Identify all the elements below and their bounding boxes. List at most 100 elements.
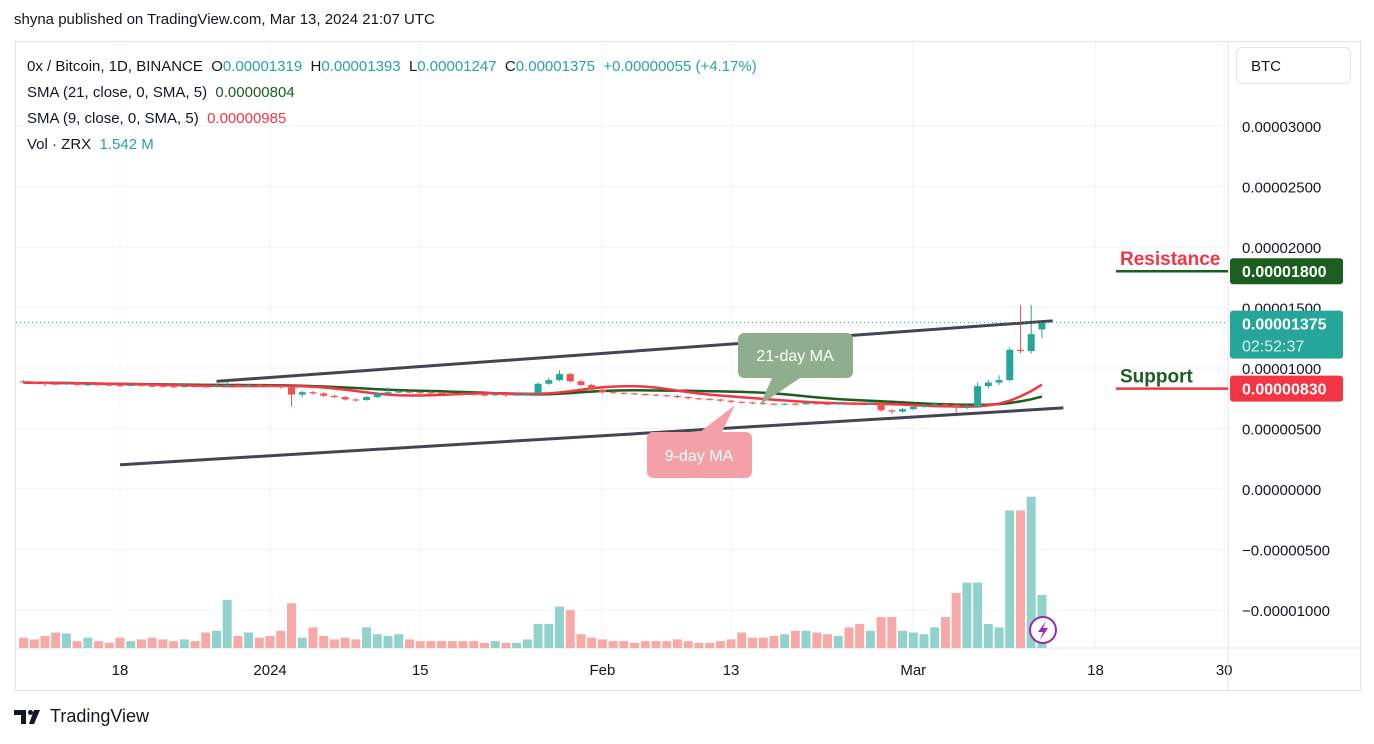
volume-bar	[790, 630, 800, 648]
level-label-resistance: Resistance	[1120, 249, 1220, 270]
volume-bar	[383, 635, 393, 648]
x-tick-label: 18	[112, 662, 129, 679]
candle-down	[405, 391, 413, 393]
publisher-line: shyna published on TradingView.com, Mar …	[14, 11, 435, 28]
candle-down	[952, 404, 960, 407]
volume-bar	[608, 641, 618, 648]
volume-bar	[512, 642, 522, 648]
candle-down	[727, 400, 735, 402]
candle-down	[288, 387, 296, 395]
volume-bar	[201, 632, 211, 648]
candle-down	[609, 392, 617, 394]
candle-down	[416, 392, 424, 394]
volume-bar	[522, 639, 532, 648]
candle-down	[941, 404, 949, 406]
y-tick-label: 0.00002000	[1242, 240, 1321, 257]
volume-bar	[254, 637, 264, 648]
volume-bar	[222, 599, 232, 648]
level-price-tag	[1230, 375, 1343, 402]
volume-label[interactable]: Vol · ZRX	[27, 136, 92, 153]
candle-up	[298, 392, 306, 395]
low-label: L	[408, 58, 418, 75]
candle-down	[266, 385, 274, 387]
y-tick-label: −0.00000500	[1242, 543, 1330, 560]
level-price-label: 0.00001800	[1242, 264, 1327, 281]
candle-down	[95, 384, 103, 386]
candle-down	[813, 403, 821, 405]
sma9-label[interactable]: SMA (9, close, 0, SMA, 5)	[27, 110, 199, 127]
sma9-value: 0.00000985	[207, 110, 287, 127]
currency-button[interactable]: BTC	[1236, 47, 1351, 84]
candle-down	[105, 384, 113, 386]
volume-bar	[469, 641, 479, 648]
level-price-tag	[1230, 258, 1343, 285]
volume-bar	[158, 639, 168, 648]
candle-down	[888, 410, 896, 412]
sma21-label[interactable]: SMA (21, close, 0, SMA, 5)	[27, 84, 208, 101]
candle-down	[566, 374, 574, 382]
candle-down	[652, 394, 660, 396]
candle-up	[384, 392, 392, 394]
x-tick-label: 13	[723, 662, 740, 679]
candle-up	[180, 386, 188, 388]
y-tick-label: 0.00003000	[1242, 119, 1321, 136]
x-tick-label: Mar	[900, 662, 926, 679]
candle-up	[363, 397, 371, 401]
level-price-label: 0.00000830	[1242, 382, 1327, 399]
candle-down	[588, 384, 596, 390]
volume-bar	[951, 592, 961, 648]
volume-bar	[662, 641, 672, 648]
y-tick-label: 0.00000500	[1242, 422, 1321, 439]
volume-bar	[651, 641, 661, 648]
volume-bar	[640, 641, 650, 648]
change-value: +0.00000055 (+4.17%)	[603, 58, 757, 75]
candle-down	[427, 392, 435, 394]
volume-bar	[533, 623, 543, 648]
x-tick-label: Feb	[589, 662, 615, 679]
volume-bar	[555, 606, 565, 648]
volume-bar	[962, 582, 972, 648]
candle-up	[395, 391, 403, 393]
candle-up	[556, 374, 564, 381]
candle-up	[931, 404, 939, 406]
sma9-line	[23, 381, 1043, 409]
volume-bar	[769, 635, 779, 648]
volume-bar	[276, 630, 286, 648]
volume-bar	[994, 627, 1004, 648]
candle-down	[116, 385, 124, 387]
open-value: 0.00001319	[222, 58, 303, 75]
candle-down	[148, 385, 156, 387]
volume-bar	[340, 637, 350, 648]
current-price-label: 0.00001375	[1242, 317, 1327, 334]
candle-down	[234, 384, 242, 386]
candle-down	[706, 398, 714, 400]
candle-down	[470, 394, 478, 396]
candle-down	[41, 383, 49, 385]
candle-down	[502, 394, 510, 396]
trendline	[216, 319, 1053, 383]
current-price-tag	[1230, 310, 1343, 359]
tradingview-logo[interactable]: TradingView	[14, 706, 149, 727]
symbol-title[interactable]: 0x / Bitcoin, 1D, BINANCE	[27, 58, 203, 75]
candle-down	[716, 399, 724, 401]
candle-down	[20, 381, 28, 383]
volume-bar	[705, 642, 715, 648]
candle-down	[631, 393, 639, 395]
volume-bar	[479, 642, 489, 648]
volume-bar	[329, 639, 339, 648]
candle-down	[320, 393, 328, 396]
volume-bar	[823, 634, 833, 648]
volume-bar	[415, 641, 425, 648]
candle-up	[866, 403, 874, 405]
volume-bar	[61, 633, 71, 648]
volume-bar	[833, 635, 843, 648]
candle-up	[834, 403, 842, 405]
candle-down	[191, 386, 199, 388]
volume-bar	[126, 641, 136, 648]
callout-21-day-ma	[738, 333, 853, 405]
candle-down	[255, 384, 263, 386]
candle-down	[845, 403, 853, 405]
volume-bar	[265, 635, 275, 648]
volume-bar	[780, 634, 790, 648]
